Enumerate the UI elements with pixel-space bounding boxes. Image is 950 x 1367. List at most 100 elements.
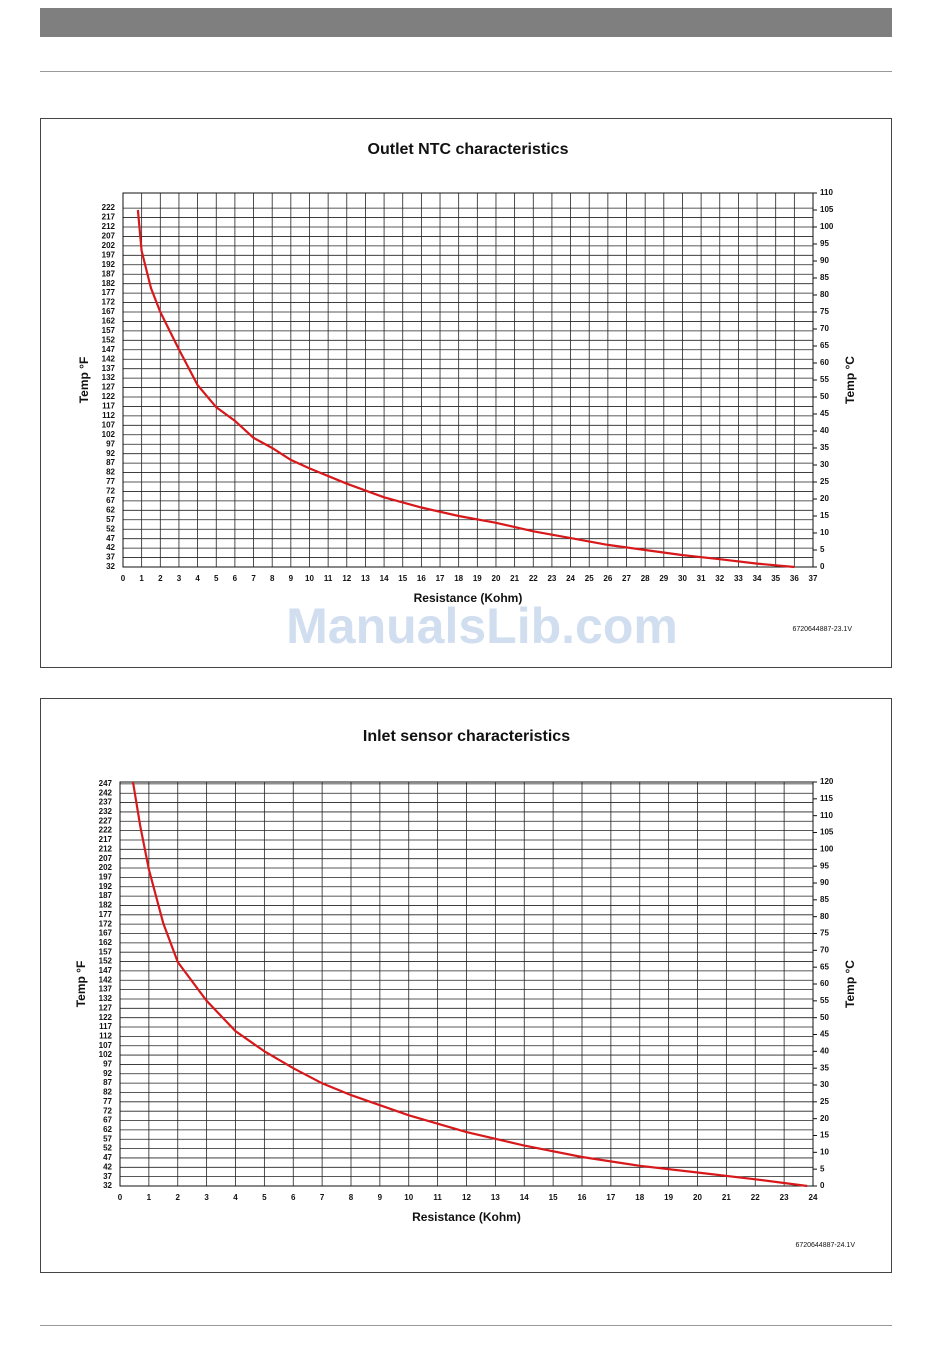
y-tick-label: 167	[99, 929, 113, 938]
y-tick-label: 182	[102, 279, 116, 288]
y2-tick-label: 105	[820, 828, 834, 837]
x-tick-label: 23	[547, 574, 556, 583]
y-tick-label: 117	[99, 1022, 112, 1031]
y2-tick-label: 5	[820, 1164, 825, 1173]
y2-tick-label: 25	[820, 477, 829, 486]
y-tick-label: 217	[99, 835, 113, 844]
y-tick-label: 107	[102, 420, 116, 429]
y-tick-label: 127	[102, 383, 116, 392]
x-tick-label: 14	[380, 574, 389, 583]
chart-title: Outlet NTC characteristics	[368, 141, 569, 158]
y-tick-label: 222	[99, 826, 113, 835]
x-tick-label: 4	[233, 1193, 238, 1202]
y-tick-label: 202	[102, 241, 116, 250]
y2-tick-label: 20	[820, 1114, 829, 1123]
x-tick-label: 31	[697, 574, 706, 583]
y-tick-label: 97	[103, 1060, 112, 1069]
y-tick-label: 212	[102, 222, 116, 231]
y-tick-label: 157	[99, 947, 113, 956]
y2-tick-label: 75	[820, 929, 829, 938]
x-tick-label: 3	[204, 1193, 209, 1202]
y-tick-label: 62	[103, 1125, 112, 1134]
figure-code: 6720644887-23.1V	[792, 626, 852, 633]
x-tick-label: 1	[147, 1193, 152, 1202]
y2-tick-label: 50	[820, 392, 829, 401]
y2-tick-label: 85	[820, 273, 829, 282]
y-tick-label: 242	[99, 788, 113, 797]
y-tick-label: 47	[106, 534, 115, 543]
y-tick-label: 177	[99, 910, 113, 919]
y-tick-label: 122	[99, 1013, 113, 1022]
chart-frame	[40, 698, 892, 1273]
x-tick-label: 26	[603, 574, 612, 583]
y-tick-label: 137	[99, 985, 113, 994]
y2-tick-label: 80	[820, 912, 829, 921]
x-tick-label: 30	[678, 574, 687, 583]
y-tick-label: 207	[102, 232, 116, 241]
y-tick-label: 37	[103, 1172, 112, 1181]
plot-border	[119, 781, 814, 1187]
x-tick-label: 34	[753, 574, 762, 583]
y-tick-label: 92	[103, 1069, 112, 1078]
y-tick-label: 152	[102, 335, 116, 344]
y2-tick-label: 40	[820, 426, 829, 435]
x-tick-label: 28	[641, 574, 650, 583]
chart-title: Inlet sensor characteristics	[363, 728, 570, 745]
y2-tick-label: 60	[820, 979, 829, 988]
y2-tick-label: 90	[820, 256, 829, 265]
y-tick-label: 87	[106, 458, 115, 467]
y2-tick-label: 20	[820, 494, 829, 503]
y2-tick-label: 45	[820, 1030, 829, 1039]
x-tick-label: 37	[809, 574, 818, 583]
y-tick-label: 172	[102, 298, 116, 307]
y2-tick-label: 80	[820, 290, 829, 299]
x-tick-label: 0	[121, 574, 126, 583]
x-tick-label: 8	[349, 1193, 354, 1202]
y2-tick-label: 25	[820, 1097, 829, 1106]
y2-tick-label: 55	[820, 375, 829, 384]
x-tick-label: 17	[436, 574, 445, 583]
y2-tick-label: 100	[820, 844, 834, 853]
x-tick-label: 10	[305, 574, 314, 583]
y-tick-label: 222	[102, 203, 116, 212]
x-tick-label: 22	[751, 1193, 760, 1202]
x-tick-label: 17	[606, 1193, 615, 1202]
y2-tick-label: 85	[820, 895, 829, 904]
y-tick-label: 172	[99, 919, 113, 928]
x-tick-label: 21	[510, 574, 519, 583]
y2-tick-label: 110	[820, 188, 833, 197]
y-tick-label: 47	[103, 1153, 112, 1162]
curve	[136, 209, 795, 569]
y-tick-label: 77	[106, 477, 115, 486]
y2-tick-label: 100	[820, 222, 834, 231]
header-bar	[40, 8, 892, 37]
y-tick-label: 132	[99, 994, 113, 1003]
y2-tick-label: 10	[820, 1147, 829, 1156]
x-tick-label: 27	[622, 574, 631, 583]
x-tick-label: 18	[635, 1193, 644, 1202]
x-tick-label: 21	[722, 1193, 731, 1202]
x-tick-label: 13	[491, 1193, 500, 1202]
x-tick-label: 24	[566, 574, 575, 583]
y-tick-label: 167	[102, 307, 116, 316]
x-tick-label: 7	[320, 1193, 325, 1202]
y2-tick-label: 35	[820, 1063, 829, 1072]
x-tick-label: 19	[664, 1193, 673, 1202]
y2-tick-label: 65	[820, 962, 829, 971]
watermark: ManualsLib.com	[286, 598, 678, 654]
y2-axis-label: Temp °C	[843, 356, 857, 404]
x-tick-label: 23	[780, 1193, 789, 1202]
figure-code: 6720644887-24.1V	[795, 1242, 855, 1249]
y-tick-label: 67	[103, 1116, 112, 1125]
x-tick-label: 5	[214, 574, 219, 583]
y2-tick-label: 30	[820, 460, 829, 469]
y-tick-label: 182	[99, 901, 113, 910]
y2-tick-label: 40	[820, 1046, 829, 1055]
x-tick-label: 6	[233, 574, 238, 583]
x-tick-label: 2	[176, 1193, 181, 1202]
y-tick-label: 52	[106, 524, 115, 533]
y2-tick-label: 35	[820, 443, 829, 452]
y-tick-label: 157	[102, 326, 116, 335]
x-tick-label: 9	[289, 574, 294, 583]
y-tick-label: 192	[102, 260, 116, 269]
